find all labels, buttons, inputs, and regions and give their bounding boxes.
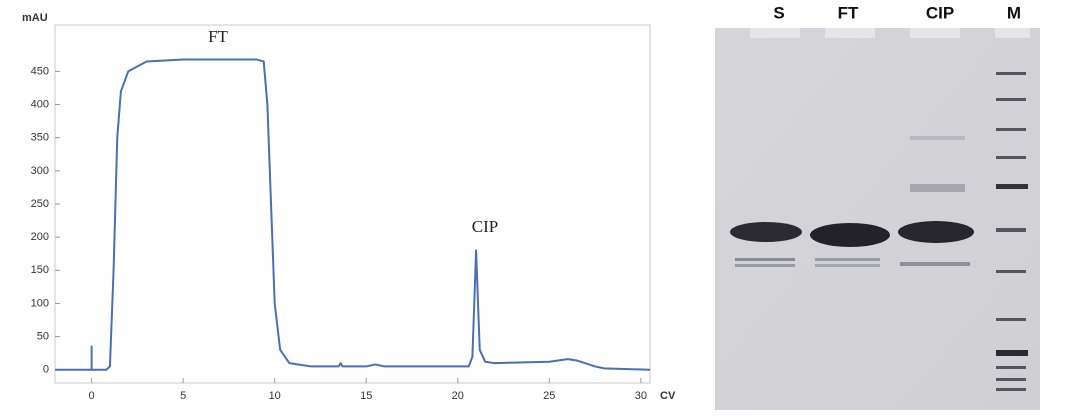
ladder-band <box>996 318 1026 321</box>
ladder-band <box>996 128 1026 131</box>
well <box>910 28 960 38</box>
plot-frame <box>54 24 651 384</box>
ladder-band <box>996 184 1028 189</box>
band <box>900 262 970 266</box>
lane-label: S <box>773 3 784 22</box>
gel-header <box>715 0 1040 28</box>
x-tick-label: 15 <box>360 390 372 402</box>
y-tick-label: 250 <box>31 198 49 210</box>
ladder-band <box>996 72 1026 75</box>
annotation: FT <box>208 27 228 46</box>
ladder-band <box>996 228 1026 232</box>
marker-ladder <box>996 72 1028 391</box>
y-tick-label: 400 <box>31 98 49 110</box>
trace-line <box>55 58 651 371</box>
y-tick-label: 300 <box>31 165 49 177</box>
band <box>810 223 890 247</box>
y-axis-label: mAU <box>22 12 48 24</box>
well <box>750 28 800 38</box>
ladder-band <box>996 378 1026 381</box>
well <box>825 28 875 38</box>
y-tick-label: 150 <box>31 264 49 276</box>
well <box>995 28 1030 38</box>
ladder-band <box>996 98 1026 101</box>
band <box>815 264 880 267</box>
annotation: CIP <box>472 217 498 236</box>
lane-label: FT <box>838 3 859 22</box>
x-tick-label: 0 <box>89 390 95 402</box>
x-tick-label: 30 <box>635 390 647 402</box>
band <box>735 258 795 261</box>
y-tick-label: 350 <box>31 132 49 144</box>
x-tick-label: 20 <box>452 390 464 402</box>
band <box>815 258 880 261</box>
ladder-band <box>996 388 1026 391</box>
gel-image: S FT CIP M <box>715 0 1040 410</box>
lane-label: M <box>1007 3 1021 22</box>
y-tick-label: 450 <box>31 65 49 77</box>
y-tick-label: 50 <box>37 330 49 342</box>
lane-label: CIP <box>926 3 954 22</box>
band <box>910 136 965 140</box>
x-tick-label: 5 <box>180 390 186 402</box>
band <box>735 264 795 267</box>
ladder-band <box>996 156 1026 159</box>
y-tick-label: 200 <box>31 231 49 243</box>
band <box>898 221 974 243</box>
band <box>910 184 965 192</box>
y-tick-label: 100 <box>31 297 49 309</box>
ladder-band <box>996 350 1028 356</box>
y-tick-label: 0 <box>43 364 49 376</box>
ladder-band <box>996 366 1026 369</box>
x-axis-label: CV <box>660 390 676 402</box>
ladder-band <box>996 270 1026 273</box>
x-tick-label: 25 <box>543 390 555 402</box>
gel-background <box>715 28 1040 410</box>
x-tick-label: 10 <box>269 390 281 402</box>
band <box>730 222 802 242</box>
